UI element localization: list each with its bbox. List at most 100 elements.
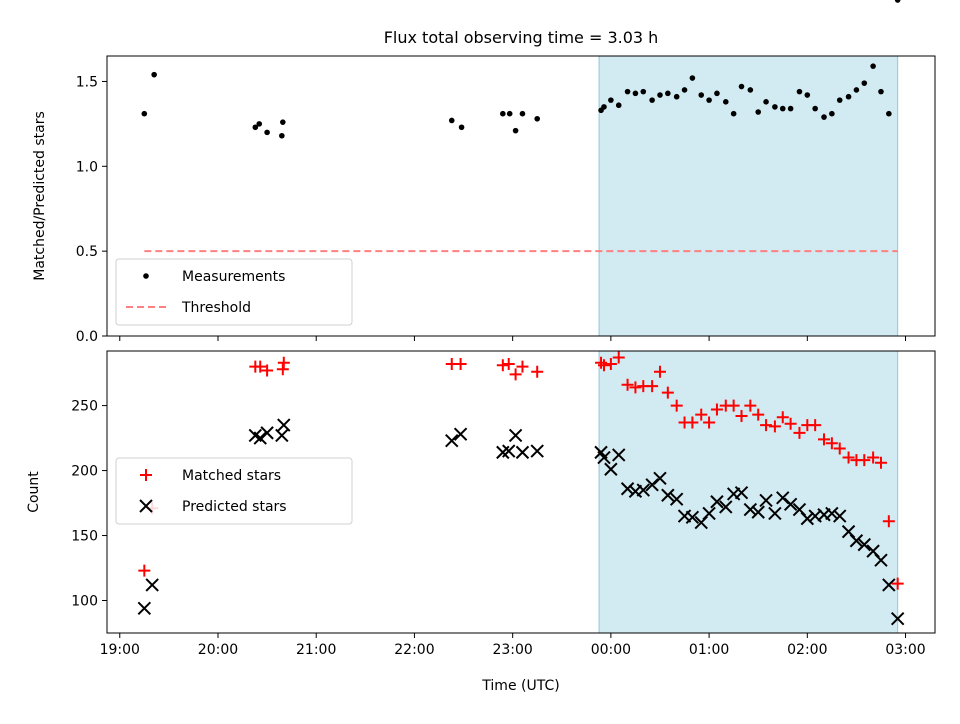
measurement-point bbox=[722, 99, 729, 105]
predicted-star-point bbox=[719, 500, 733, 514]
predicted-star-point bbox=[800, 511, 815, 526]
y-tick-label: 250 bbox=[71, 399, 98, 415]
matched-star-point bbox=[735, 409, 748, 422]
x-tick-label: 22:00 bbox=[394, 642, 434, 658]
matched-star-point bbox=[516, 360, 529, 373]
y-tick-label: 1.5 bbox=[76, 74, 98, 90]
legend-box bbox=[115, 258, 353, 326]
matched-star-point bbox=[776, 411, 789, 424]
matched-star-point bbox=[710, 403, 723, 416]
measurement-point bbox=[747, 87, 754, 93]
measurement-point bbox=[665, 90, 671, 97]
measurement-point bbox=[730, 110, 737, 117]
matched-star-point bbox=[744, 399, 757, 412]
predicted-star-point bbox=[515, 445, 530, 460]
predicted-star-point bbox=[783, 497, 798, 512]
predicted-star-point bbox=[685, 510, 700, 525]
bottom-observing-span bbox=[598, 350, 899, 634]
matched-star-point bbox=[891, 577, 904, 590]
matched-star-point bbox=[138, 564, 151, 577]
legend-label: Predicted stars bbox=[182, 499, 287, 515]
predicted-star-point bbox=[849, 534, 864, 548]
measurement-point bbox=[151, 71, 157, 78]
top-observing-span bbox=[598, 55, 899, 337]
predicted-star-point bbox=[508, 428, 523, 443]
measurement-point bbox=[657, 92, 663, 98]
matched-star-point bbox=[703, 416, 716, 429]
y-tick-label: 100 bbox=[71, 594, 98, 610]
measurement-point bbox=[506, 110, 513, 117]
y-tick-label: 200 bbox=[71, 464, 98, 480]
matched-star-point bbox=[670, 399, 683, 412]
measurement-point bbox=[861, 80, 868, 86]
matched-star-point bbox=[646, 380, 659, 393]
matched-star-point bbox=[809, 419, 822, 432]
matched-star-point bbox=[277, 356, 290, 369]
predicted-star-point bbox=[825, 506, 839, 521]
matched-star-point bbox=[612, 351, 625, 364]
predicted-star-point bbox=[502, 444, 516, 458]
chart-title: Flux total observing time = 3.03 h bbox=[384, 28, 659, 47]
matched-star-point bbox=[858, 454, 871, 467]
measurement-point bbox=[886, 110, 892, 117]
matched-star-point bbox=[686, 416, 699, 429]
x-tick-label: 00:00 bbox=[591, 642, 631, 658]
measurement-point bbox=[252, 124, 259, 131]
bottom-panel: 100 150 200 250 19:00 20:00 21:00 22:00 23:00 00:… bbox=[71, 350, 936, 658]
legend-swatch-measurements bbox=[143, 273, 149, 279]
matched-star-point bbox=[531, 365, 544, 378]
matched-star-point bbox=[653, 365, 666, 378]
matched-star-point bbox=[833, 442, 846, 455]
matched-star-point bbox=[695, 408, 708, 421]
x-tick-label: 02:00 bbox=[787, 642, 827, 658]
matched-star-point bbox=[842, 451, 855, 464]
legend-swatch-predicted bbox=[139, 499, 153, 513]
matched-star-point bbox=[752, 408, 765, 421]
predicted-star-point bbox=[260, 426, 274, 440]
predicted-star-point bbox=[768, 506, 782, 521]
matched-star-point bbox=[882, 515, 895, 528]
matched-star-point bbox=[818, 433, 831, 446]
matched-star-point bbox=[597, 359, 610, 372]
predicted-star-point bbox=[277, 418, 291, 432]
measurement-point bbox=[894, 0, 901, 3]
measurement-point bbox=[812, 105, 818, 112]
measurement-point bbox=[681, 87, 688, 93]
measurement-point bbox=[804, 92, 811, 98]
predicted-star-point bbox=[874, 553, 888, 567]
predicted-star-point bbox=[661, 488, 675, 502]
measurement-point bbox=[256, 121, 263, 127]
measurement-point bbox=[141, 110, 148, 117]
predicted-star-point bbox=[530, 444, 544, 458]
measurement-point bbox=[519, 110, 526, 117]
measurement-point bbox=[698, 92, 705, 98]
measurement-point bbox=[779, 105, 786, 112]
matched-star-point bbox=[595, 356, 608, 369]
predicted-star-point bbox=[653, 471, 667, 486]
matched-star-point bbox=[496, 359, 509, 372]
measurement-point bbox=[264, 129, 270, 136]
matched-star-point bbox=[727, 399, 740, 412]
measurement-point bbox=[640, 88, 647, 95]
matched-star-point bbox=[784, 417, 797, 430]
x-tick-label: 03:00 bbox=[885, 642, 925, 658]
legend-label: Matched stars bbox=[182, 468, 281, 484]
measurement-point bbox=[512, 127, 519, 134]
measurement-point bbox=[845, 93, 852, 100]
predicted-star-point bbox=[669, 492, 684, 506]
predicted-star-point bbox=[759, 493, 773, 508]
top-panel: 0.0 0.5 1.0 1.5 Measurements Threshold bbox=[76, 0, 936, 345]
matched-star-point bbox=[629, 381, 642, 394]
bottom-y-axis-label: Count bbox=[26, 471, 42, 513]
y-tick-label: 0.0 bbox=[76, 329, 98, 345]
predicted-star-point bbox=[453, 427, 468, 441]
measurement-point bbox=[853, 87, 860, 93]
measurement-point bbox=[714, 90, 720, 97]
predicted-star-point bbox=[137, 601, 152, 616]
predicted-star-point bbox=[275, 428, 289, 443]
matched-star-point bbox=[254, 360, 267, 373]
matched-star-point bbox=[661, 386, 674, 399]
measurement-point bbox=[738, 83, 745, 90]
x-axis-label: Time (UTC) bbox=[481, 678, 559, 694]
